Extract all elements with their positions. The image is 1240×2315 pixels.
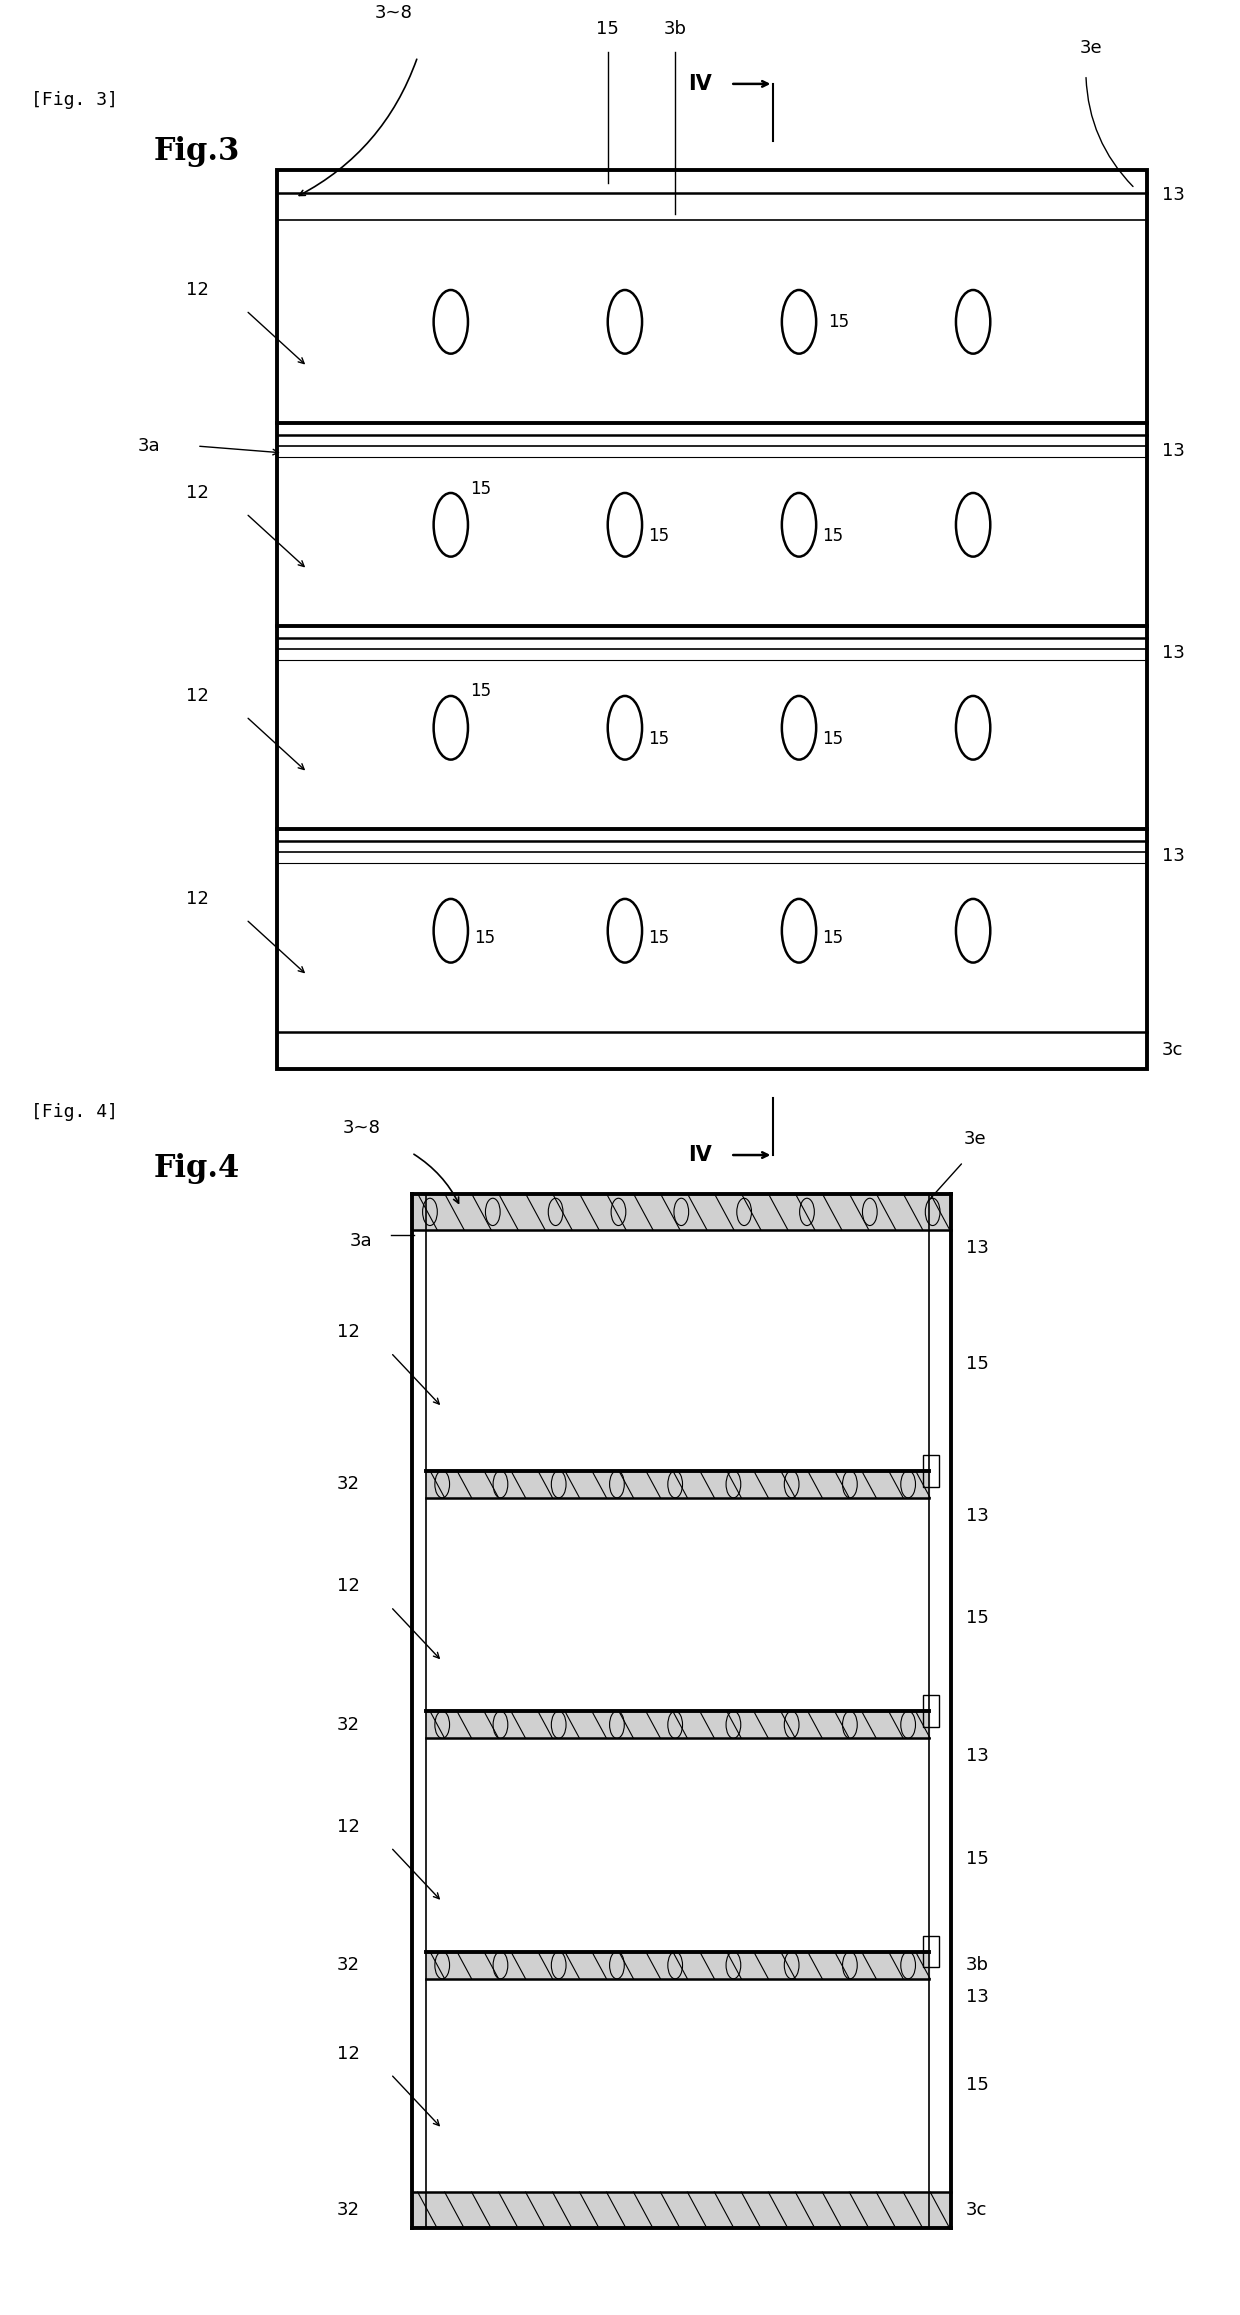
Text: 3c: 3c: [966, 2202, 987, 2220]
Text: 12: 12: [186, 484, 210, 502]
Text: 3~8: 3~8: [343, 1118, 381, 1137]
Text: 15: 15: [822, 528, 843, 544]
Text: 15: 15: [649, 729, 670, 748]
Text: 15: 15: [470, 479, 491, 498]
Text: [Fig. 4]: [Fig. 4]: [31, 1102, 119, 1120]
Text: 15: 15: [649, 928, 670, 947]
Text: 13: 13: [966, 1748, 988, 1766]
Text: 15: 15: [470, 683, 491, 701]
Text: Fig.3: Fig.3: [154, 137, 241, 167]
Bar: [923, 1454, 939, 1486]
Text: 13: 13: [966, 1507, 988, 1526]
Text: 13: 13: [966, 1989, 988, 2007]
Text: 32: 32: [337, 2202, 360, 2220]
Text: 13: 13: [1162, 847, 1184, 866]
Text: 15: 15: [474, 928, 495, 947]
Text: 15: 15: [966, 1354, 988, 1373]
Text: IV: IV: [688, 1146, 712, 1164]
Text: IV: IV: [688, 74, 712, 95]
Text: 32: 32: [337, 1475, 360, 1493]
Text: 12: 12: [186, 688, 210, 706]
Text: 13: 13: [1162, 644, 1184, 662]
Text: 32: 32: [337, 1715, 360, 1734]
Text: 3~8: 3~8: [374, 5, 412, 23]
Text: Fig.4: Fig.4: [154, 1153, 241, 1183]
Text: 3a: 3a: [138, 438, 160, 456]
Text: 12: 12: [186, 280, 210, 299]
Text: 15: 15: [966, 1850, 988, 1868]
Text: 15: 15: [822, 928, 843, 947]
Text: 12: 12: [337, 1324, 360, 1340]
Text: 3e: 3e: [1080, 39, 1102, 56]
Text: 3b: 3b: [966, 1956, 988, 1975]
Text: 3e: 3e: [963, 1130, 986, 1148]
Bar: [923, 1695, 939, 1727]
Text: 3a: 3a: [350, 1232, 372, 1250]
Bar: [923, 1935, 939, 1968]
Text: 12: 12: [337, 1577, 360, 1595]
Text: 15: 15: [822, 729, 843, 748]
Text: 12: 12: [337, 1817, 360, 1836]
Text: 13: 13: [1162, 442, 1184, 458]
Text: 15: 15: [828, 313, 849, 331]
Text: 15: 15: [596, 21, 619, 39]
Text: [Fig. 3]: [Fig. 3]: [31, 90, 119, 109]
Text: 13: 13: [966, 1239, 988, 1257]
Text: 3b: 3b: [663, 21, 687, 39]
Text: 12: 12: [186, 889, 210, 907]
Bar: [277, 171, 1147, 1070]
Text: 15: 15: [966, 2077, 988, 2095]
Text: 32: 32: [337, 1956, 360, 1975]
Text: 15: 15: [649, 528, 670, 544]
Text: 3c: 3c: [1162, 1042, 1183, 1060]
Text: 15: 15: [966, 1609, 988, 1627]
Text: 13: 13: [1162, 185, 1184, 204]
Text: 12: 12: [337, 2044, 360, 2063]
